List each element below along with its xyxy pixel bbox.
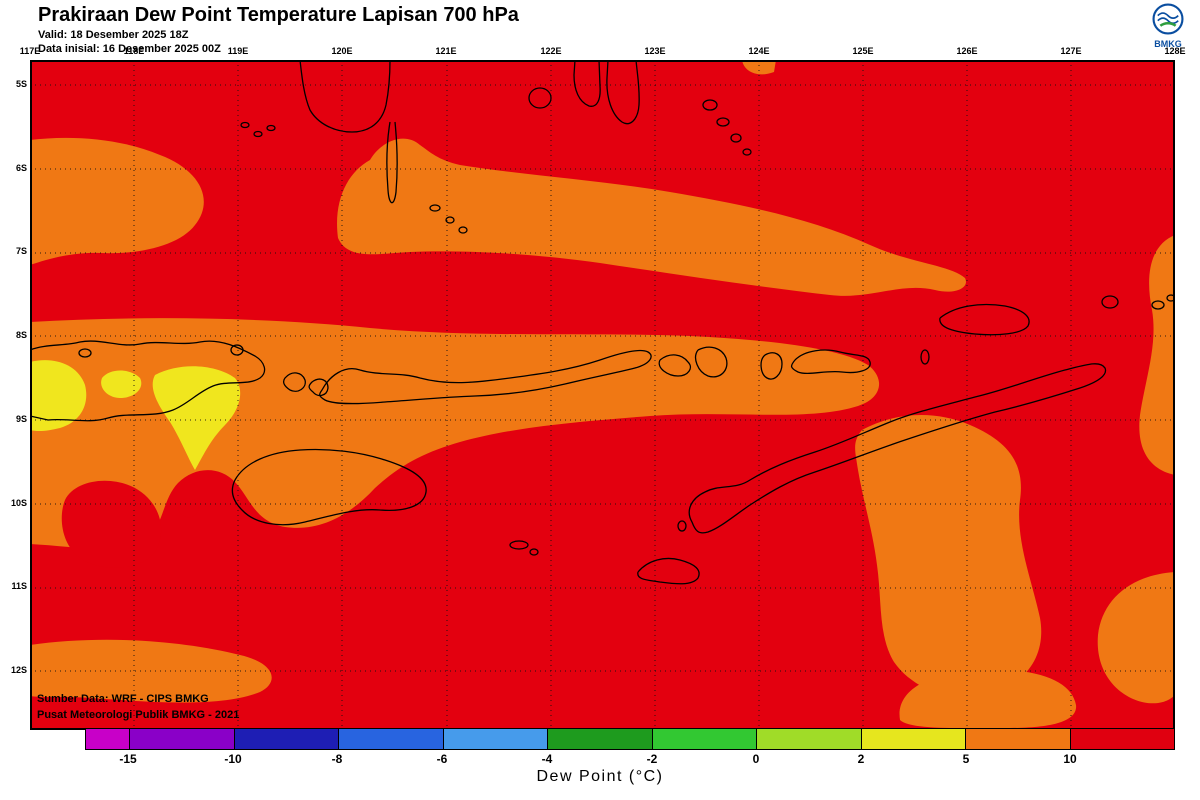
lat-label: 11S <box>11 581 27 591</box>
small-island <box>716 117 730 127</box>
grid-lines <box>30 60 1175 730</box>
coastline-timor-sumba <box>231 303 1107 585</box>
coastline-layer <box>30 60 1175 585</box>
small-island <box>528 87 552 109</box>
lon-label: 128E <box>1164 46 1186 56</box>
small-island <box>429 204 441 212</box>
colorbar-segment <box>86 729 130 749</box>
colorbar-tick: -6 <box>436 752 448 766</box>
lon-label: 122E <box>540 46 562 56</box>
colorbar-tick: 2 <box>857 752 865 766</box>
coastline-lesser-sunda <box>30 340 871 422</box>
lat-label: 9S <box>15 414 27 424</box>
small-island <box>230 344 244 356</box>
lat-label: 7S <box>15 246 27 256</box>
colorbar-segment <box>966 729 1071 749</box>
small-island <box>529 548 539 556</box>
lon-label: 125E <box>852 46 874 56</box>
small-island <box>1151 300 1165 310</box>
lon-label: 118E <box>123 46 145 56</box>
map-canvas: Sumber Data: WRF - CIPS BMKG Pusat Meteo… <box>30 60 1175 730</box>
small-island-group <box>78 87 1175 556</box>
lat-label: 12S <box>10 665 27 675</box>
bmkg-logo: BMKG <box>1144 2 1192 49</box>
contour-yellow-patches <box>30 360 241 470</box>
coastline-sulawesi-group <box>299 60 640 204</box>
small-island <box>1101 295 1119 309</box>
colorbar-segment <box>861 729 966 749</box>
contour-orange-regions <box>30 60 1175 729</box>
small-island <box>702 99 718 111</box>
lat-label: 5S <box>15 79 27 89</box>
colorbar-segment <box>652 729 757 749</box>
small-island <box>253 130 263 138</box>
small-island <box>266 124 276 132</box>
colorbar-segment <box>234 729 339 749</box>
small-island <box>445 216 455 224</box>
lat-label: 6S <box>15 163 27 173</box>
lon-label: 124E <box>748 46 770 56</box>
init-time-label: Data inisial: 16 Desember 2025 00Z <box>38 43 221 55</box>
colorbar-segment <box>1070 729 1174 749</box>
lon-label: 123E <box>644 46 666 56</box>
lon-label: 117E <box>19 46 41 56</box>
small-island <box>1166 294 1175 302</box>
small-island <box>78 348 92 358</box>
colorbar-tick: 5 <box>962 752 970 766</box>
producer-credit: Pusat Meteorologi Publik BMKG - 2021 <box>37 709 240 721</box>
lat-label: 10S <box>10 498 27 508</box>
colorbar-tick: -10 <box>224 752 242 766</box>
small-island <box>458 226 468 234</box>
dewpoint-map-svg <box>30 60 1175 730</box>
colorbar-segment <box>548 729 653 749</box>
colorbar-segments <box>85 728 1175 750</box>
colorbar-tick: -15 <box>119 752 137 766</box>
lon-label: 121E <box>435 46 457 56</box>
lon-label: 119E <box>227 46 249 56</box>
lon-label: 120E <box>331 46 353 56</box>
small-island <box>240 121 250 129</box>
bmkg-logo-text: BMKG <box>1154 39 1182 49</box>
colorbar-tick: 0 <box>752 752 760 766</box>
colorbar-tick: -4 <box>541 752 553 766</box>
bmkg-logo-icon <box>1152 3 1184 35</box>
colorbar-segment <box>443 729 548 749</box>
colorbar-title: Dew Point (°C) <box>536 768 664 785</box>
colorbar-segment <box>130 729 235 749</box>
small-island <box>742 148 752 156</box>
small-island <box>730 133 742 143</box>
data-source-credit: Sumber Data: WRF - CIPS BMKG <box>37 693 209 705</box>
colorbar-tick: -8 <box>331 752 343 766</box>
small-island <box>509 540 529 550</box>
lon-label: 126E <box>956 46 978 56</box>
colorbar-segment <box>339 729 444 749</box>
colorbar-tick: -2 <box>646 752 658 766</box>
small-island <box>920 349 930 365</box>
lon-label: 127E <box>1060 46 1082 56</box>
contour-red-inclusions <box>61 480 199 568</box>
colorbar-tick: 10 <box>1063 752 1077 766</box>
colorbar-segment <box>757 729 862 749</box>
lat-label: 8S <box>15 330 27 340</box>
page-title: Prakiraan Dew Point Temperature Lapisan … <box>38 4 519 26</box>
small-island <box>677 520 687 532</box>
valid-time-label: Valid: 18 Desember 2025 18Z <box>38 29 189 41</box>
